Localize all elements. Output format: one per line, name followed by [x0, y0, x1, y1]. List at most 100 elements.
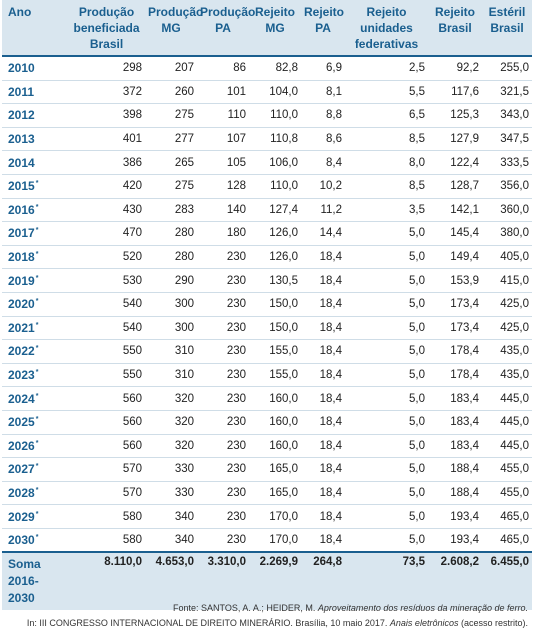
value-cell: 127,9 [428, 127, 482, 152]
value-cell: 150,0 [249, 292, 301, 317]
value-cell: 160,0 [249, 434, 301, 459]
value-cell: 550 [68, 339, 145, 364]
value-cell: 5,0 [345, 528, 428, 553]
value-cell: 298 [68, 54, 145, 81]
total-value-cell: 8.110,0 [68, 551, 145, 611]
table-row: 2029* 580 340 230 170,0 18,4 5,0 193,4 465,0 [2, 504, 532, 529]
header-row: Ano Produção beneficiada Brasil Produção MG Pr… [2, 0, 532, 56]
value-cell: 455,0 [482, 481, 532, 506]
value-cell: 580 [68, 504, 145, 529]
value-cell: 107 [197, 127, 249, 152]
table-row: 2025* 560 320 230 160,0 18,4 5,0 183,4 445,0 [2, 410, 532, 435]
column-header-line: Brasil [438, 21, 472, 35]
column-header-line: federativas [354, 37, 419, 51]
value-cell: 18,4 [301, 481, 345, 506]
value-cell: 360,0 [482, 198, 532, 223]
value-cell: 401 [68, 127, 145, 152]
source-line-2: In: III CONGRESSO INTERNACIONAL DE DIREI… [27, 616, 528, 631]
year-value: 2019 [8, 273, 35, 288]
year-cell: 2012 [2, 103, 68, 128]
year-value: 2011 [8, 84, 35, 99]
value-cell: 5,0 [345, 339, 428, 364]
value-cell: 5,0 [345, 363, 428, 388]
source-title: Aproveitamento dos resíduos da mineração… [317, 603, 528, 613]
value-cell: 110,0 [249, 103, 301, 128]
year-cell: 2026* [2, 434, 68, 459]
value-cell: 300 [145, 292, 197, 317]
year-cell: 2024* [2, 386, 68, 411]
estimate-marker: * [35, 321, 39, 329]
value-cell: 530 [68, 268, 145, 293]
estimate-marker: * [35, 392, 39, 400]
column-header-line: PA [315, 21, 331, 35]
value-cell: 265 [145, 150, 197, 175]
value-cell: 110 [197, 103, 249, 128]
year-cell: 2020* [2, 292, 68, 317]
value-cell: 18,4 [301, 434, 345, 459]
value-cell: 230 [197, 504, 249, 529]
value-cell: 160,0 [249, 386, 301, 411]
value-cell: 207 [145, 54, 197, 81]
table-row: 2027* 570 330 230 165,0 18,4 5,0 188,4 455,0 [2, 457, 532, 482]
column-header-line: Rejeito [434, 5, 475, 19]
value-cell: 130,5 [249, 268, 301, 293]
value-cell: 425,0 [482, 292, 532, 317]
value-cell: 420 [68, 174, 145, 199]
table-row: 2021* 540 300 230 150,0 18,4 5,0 173,4 425,0 [2, 316, 532, 341]
value-cell: 560 [68, 434, 145, 459]
column-header-line: Rejeito [304, 5, 345, 19]
table-row: 2010 298 207 86 82,8 6,9 2,5 92,2 255,0 [2, 54, 532, 81]
value-cell: 430 [68, 198, 145, 223]
value-cell: 230 [197, 339, 249, 364]
column-header-line: beneficiada [73, 21, 140, 35]
value-cell: 8,8 [301, 103, 345, 128]
year-cell: 2028* [2, 481, 68, 506]
value-cell: 183,4 [428, 434, 482, 459]
value-cell: 340 [145, 504, 197, 529]
value-cell: 445,0 [482, 434, 532, 459]
year-value: 2027 [8, 462, 35, 477]
total-value-cell: 3.310,0 [197, 551, 249, 611]
value-cell: 5,5 [345, 80, 428, 105]
value-cell: 6,9 [301, 54, 345, 81]
value-cell: 275 [145, 174, 197, 199]
column-header-line: Brasil [490, 21, 524, 35]
year-cell: 2025* [2, 410, 68, 435]
estimate-marker: * [35, 345, 39, 353]
value-cell: 465,0 [482, 528, 532, 553]
value-cell: 5,0 [345, 316, 428, 341]
year-value: 2012 [8, 108, 35, 123]
value-cell: 188,4 [428, 457, 482, 482]
value-cell: 5,0 [345, 268, 428, 293]
value-cell: 10,2 [301, 174, 345, 199]
value-cell: 445,0 [482, 386, 532, 411]
total-value-cell: 2.608,2 [428, 551, 482, 611]
value-cell: 8,5 [345, 174, 428, 199]
value-cell: 92,2 [428, 54, 482, 81]
column-header-line: Ano [8, 5, 32, 19]
column-header: Produção beneficiada Brasil [68, 0, 145, 56]
value-cell: 230 [197, 410, 249, 435]
total-label: Soma 2016-2030 [2, 551, 68, 611]
value-cell: 18,4 [301, 528, 345, 553]
table-row: 2011 372 260 101 104,0 8,1 5,5 117,6 321,5 [2, 80, 532, 105]
value-cell: 18,4 [301, 339, 345, 364]
value-cell: 321,5 [482, 80, 532, 105]
estimate-marker: * [35, 510, 39, 518]
year-cell: 2018* [2, 245, 68, 270]
value-cell: 550 [68, 363, 145, 388]
value-cell: 5,0 [345, 292, 428, 317]
column-header-line: Brasil [89, 37, 124, 51]
year-value: 2015 [8, 179, 35, 194]
value-cell: 8,4 [301, 150, 345, 175]
source-access: (acesso restrito). [458, 618, 528, 628]
value-cell: 5,0 [345, 386, 428, 411]
value-cell: 150,0 [249, 316, 301, 341]
total-value-cell: 4.653,0 [145, 551, 197, 611]
value-cell: 320 [145, 434, 197, 459]
table-row: 2012 398 275 110 110,0 8,8 6,5 125,3 343,0 [2, 103, 532, 128]
value-cell: 230 [197, 245, 249, 270]
value-cell: 372 [68, 80, 145, 105]
value-cell: 183,4 [428, 410, 482, 435]
value-cell: 5,0 [345, 245, 428, 270]
